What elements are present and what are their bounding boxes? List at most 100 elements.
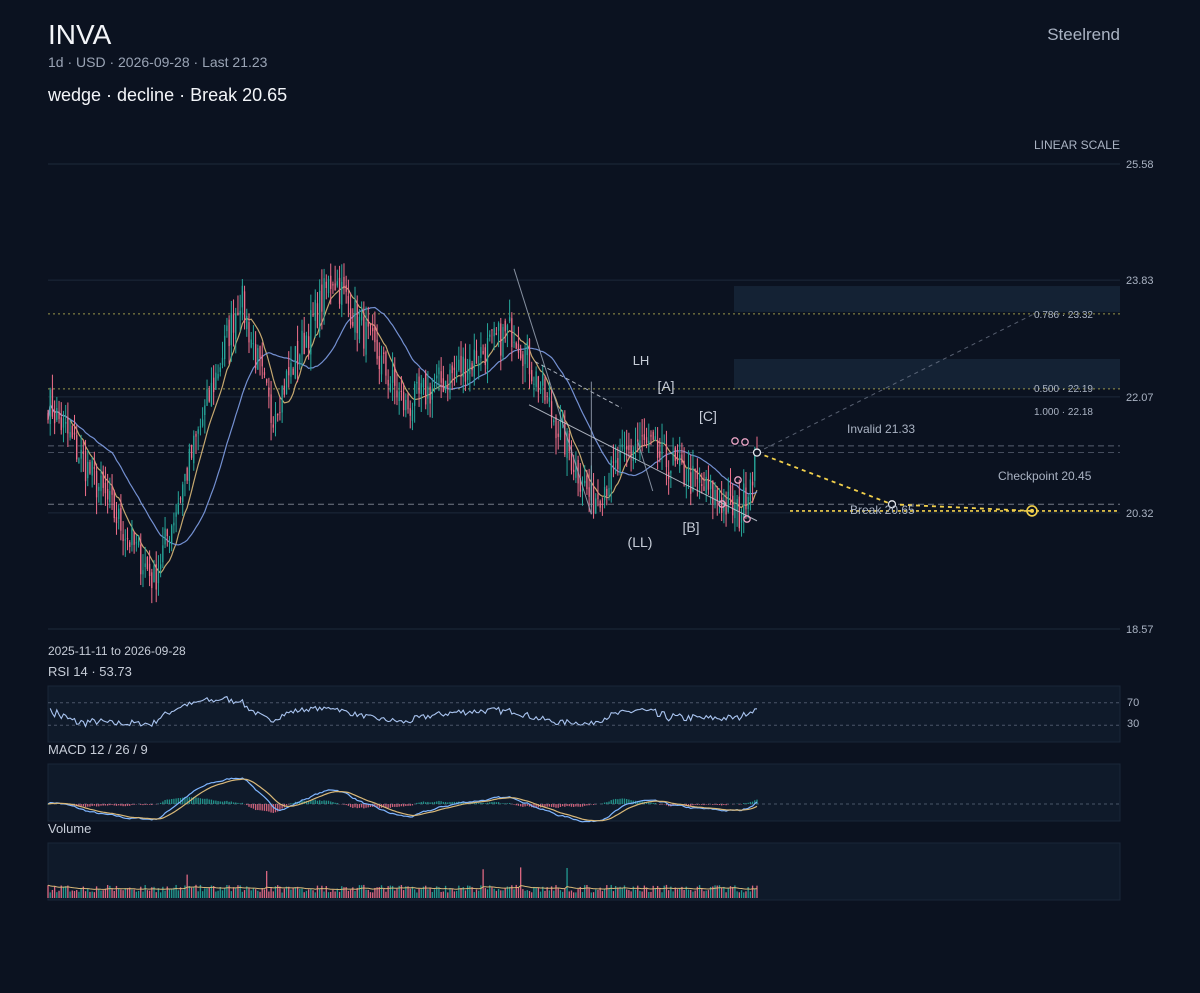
macd-hist-bar xyxy=(82,804,85,807)
candle xyxy=(420,374,422,413)
candle-body xyxy=(528,339,531,375)
macd-line xyxy=(47,777,758,823)
candle-body xyxy=(380,355,383,375)
volume-series xyxy=(47,867,758,898)
volume-bar xyxy=(82,886,85,898)
projection-upside xyxy=(756,313,1035,453)
candle xyxy=(489,330,491,342)
macd-hist-bar xyxy=(694,804,696,805)
candle-body xyxy=(698,477,701,483)
swing-point xyxy=(731,437,739,445)
candle xyxy=(535,366,537,392)
volume-bar xyxy=(398,885,400,898)
candle-body xyxy=(157,570,160,584)
candle xyxy=(210,367,213,407)
volume-bar xyxy=(694,890,696,898)
candle xyxy=(279,396,281,421)
candle xyxy=(73,414,76,440)
rsi-label: RSI 14 · 53.73 xyxy=(48,664,132,679)
moving-averages xyxy=(47,285,758,575)
macd-hist-bar xyxy=(398,804,400,807)
candle xyxy=(634,427,637,463)
candle xyxy=(352,308,354,328)
candle-body xyxy=(215,372,217,390)
volume-bar xyxy=(511,885,513,898)
candle-body xyxy=(78,458,80,464)
candle xyxy=(473,333,475,386)
volume-bar xyxy=(58,890,60,898)
candle xyxy=(321,269,323,330)
macd-hist-bar xyxy=(146,804,149,805)
macd-hist-bar xyxy=(577,804,579,807)
candle-body xyxy=(458,359,460,370)
volume-bar xyxy=(425,885,427,898)
candle-body xyxy=(619,451,621,473)
candle-body xyxy=(288,367,290,376)
macd-hist-bar xyxy=(522,804,524,807)
macd-hist-bar xyxy=(224,801,226,804)
volume-bar xyxy=(80,888,82,898)
volume-bar xyxy=(188,886,191,898)
candle-body xyxy=(486,338,489,370)
macd-hist-bar xyxy=(104,804,107,806)
volume-bar xyxy=(555,885,557,898)
candle xyxy=(504,318,506,343)
candle-body xyxy=(175,512,177,517)
macd-hist-bar xyxy=(259,804,261,811)
macd-hist-bar xyxy=(725,804,727,806)
candle xyxy=(131,520,133,552)
volume-bar xyxy=(358,885,361,898)
macd-hist-bar xyxy=(749,801,752,804)
macd-hist-bar xyxy=(548,804,551,807)
candle-body xyxy=(749,479,752,502)
volume-bar xyxy=(751,885,754,898)
macd-hist-bar xyxy=(586,804,588,806)
volume-bar xyxy=(685,886,687,898)
macd-hist-bar xyxy=(712,804,714,805)
candle xyxy=(261,342,263,380)
volume-bar xyxy=(756,885,758,898)
candle xyxy=(663,434,665,444)
volume-bar xyxy=(157,888,160,898)
candle xyxy=(513,325,515,348)
candle xyxy=(53,400,56,435)
date-range: 2025-11-11 to 2026-09-28 xyxy=(48,644,186,658)
candle xyxy=(51,374,54,420)
key-levels xyxy=(48,445,1120,505)
macd-hist-bar xyxy=(228,801,230,804)
candle-body xyxy=(723,499,725,512)
macd-hist-bar xyxy=(462,801,464,804)
macd-hist-bar xyxy=(363,804,365,809)
macd-hist-bar xyxy=(232,802,235,804)
candle xyxy=(407,392,409,414)
candle-body xyxy=(725,502,727,515)
volume-bar xyxy=(570,890,573,898)
wedge-lower-line xyxy=(528,404,758,522)
macd-hist-bar xyxy=(402,804,405,807)
macd-hist-bar xyxy=(226,800,228,804)
candle-body xyxy=(520,348,522,359)
volume-bar xyxy=(586,885,588,898)
candle-body xyxy=(561,419,564,423)
candle-body xyxy=(241,285,244,308)
candle xyxy=(301,319,303,367)
candle-body xyxy=(120,508,122,531)
volume-bar xyxy=(667,890,670,898)
candle xyxy=(391,352,394,401)
price-tick-label: 22.07 xyxy=(1126,392,1154,404)
candle-body xyxy=(729,485,732,497)
candle xyxy=(162,527,164,569)
volume-bar xyxy=(471,887,473,898)
candle xyxy=(422,377,425,396)
volume-bar xyxy=(634,889,637,898)
macd-hist-bar xyxy=(619,798,621,804)
candle xyxy=(336,269,339,288)
candle-body xyxy=(391,369,394,383)
candle-body xyxy=(292,368,294,375)
candle xyxy=(687,450,690,490)
candle xyxy=(652,429,654,441)
volume-bar xyxy=(327,892,330,898)
volume-bar xyxy=(312,890,314,898)
candle xyxy=(475,339,478,364)
volume-bar xyxy=(241,891,244,898)
